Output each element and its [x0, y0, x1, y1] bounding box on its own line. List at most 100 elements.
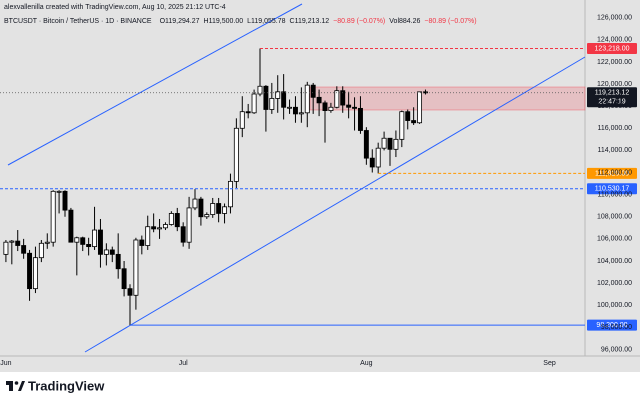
footer-background: [0, 372, 640, 405]
candle-body: [222, 206, 228, 214]
candle-body: [417, 91, 423, 124]
candle-body: [210, 203, 216, 215]
range-box: [309, 86, 586, 111]
candle-body: [393, 138, 399, 150]
y-tick-label: 120,000.00: [597, 81, 632, 88]
candles: [3, 48, 428, 326]
chart-background: [0, 0, 640, 372]
price-label-box: [587, 183, 637, 195]
candle-body: [121, 268, 127, 290]
candle-body: [127, 288, 133, 296]
candle-body: [304, 84, 310, 114]
candle-body: [180, 226, 186, 243]
candle-body: [192, 198, 198, 209]
y-tick-label: 114,000.00: [597, 147, 632, 154]
price-label: 98,200.00: [596, 322, 627, 329]
candle-body: [352, 106, 358, 109]
candle-body: [328, 106, 334, 111]
candle-body: [405, 111, 411, 121]
candle-body: [38, 242, 44, 259]
candle-body: [292, 106, 298, 115]
candle-body: [86, 244, 92, 248]
candle-body: [68, 209, 74, 243]
legend-item: −80.89 (−0.07%): [424, 18, 476, 25]
candle-body: [204, 214, 210, 218]
candle-body: [56, 190, 62, 193]
candle-body: [227, 180, 233, 208]
y-tick-label: 100,000.00: [597, 302, 632, 309]
candle-body: [269, 98, 275, 110]
candle-body: [375, 147, 381, 168]
y-tick-label: 122,000.00: [597, 59, 632, 66]
candle-body: [198, 198, 204, 218]
y-tick-label: 104,000.00: [597, 258, 632, 265]
y-tick-label: 112,000.00: [597, 169, 632, 176]
candle-body: [157, 227, 163, 230]
candle-body: [369, 157, 375, 168]
legend-item: L119,055.78: [247, 18, 286, 25]
price-label-box: [587, 319, 637, 331]
candle-body: [15, 240, 21, 246]
x-tick-label: Jun: [0, 360, 11, 367]
logo-shape: [9, 381, 13, 391]
candle-body: [363, 130, 369, 159]
price-label-box: [587, 167, 637, 179]
candle-body: [174, 213, 180, 228]
candle-body: [216, 203, 222, 214]
candle-body: [92, 229, 98, 248]
symbol-text: BTCUSDT · Bitcoin / TetherUS · 1D · BINA…: [4, 18, 152, 25]
candle-body: [115, 253, 121, 270]
candle-body: [310, 84, 316, 98]
candle-body: [316, 96, 322, 104]
candle-body: [27, 252, 33, 290]
candle-body: [109, 249, 115, 255]
candle-body: [251, 93, 257, 114]
candle-body: [133, 239, 139, 296]
y-tick-label: 118,000.00: [597, 103, 632, 110]
candle-body: [263, 85, 269, 110]
x-tick-label: Aug: [360, 360, 373, 367]
brand-text: TradingView: [28, 378, 105, 393]
x-tick-label: Jul: [179, 360, 188, 367]
candle-body: [381, 137, 387, 149]
logo-shape: [14, 381, 19, 385]
y-tick-label: 124,000.00: [597, 37, 632, 44]
candle-body: [97, 229, 103, 255]
candle-body: [168, 213, 174, 225]
candle-body: [44, 241, 50, 244]
y-tick-label: 96,000.00: [601, 346, 632, 353]
legend-item: −80.89 (−0.07%): [333, 18, 385, 25]
y-tick-label: 116,000.00: [597, 125, 632, 132]
brand-logo: TradingView: [6, 378, 105, 393]
candle-body: [275, 91, 281, 99]
candle-body: [340, 90, 346, 106]
candle-body: [162, 224, 168, 229]
candle-body: [3, 241, 9, 255]
candle-body: [139, 239, 145, 246]
channel-upper-line: [7, 3, 303, 166]
legend-item: O119,294.27: [160, 18, 200, 25]
candle-body: [334, 90, 340, 108]
y-tick-label: 108,000.00: [597, 214, 632, 221]
candle-body: [399, 111, 405, 140]
candle-body: [80, 237, 86, 245]
candle-body: [257, 85, 263, 95]
channel-lower-line: [84, 56, 586, 353]
price-label: 123,218.00: [594, 45, 629, 52]
y-tick-label: 110,000.00: [597, 191, 632, 198]
legend-item: Vol884.26: [389, 18, 420, 25]
candle-body: [62, 190, 68, 211]
candle-body: [103, 249, 109, 255]
candle-body: [239, 111, 245, 129]
candle-body: [21, 245, 27, 254]
candle-body: [281, 91, 287, 108]
candle-body: [50, 190, 56, 243]
candle-body: [151, 226, 157, 230]
y-tick-label: 106,000.00: [597, 236, 632, 243]
price-label: 110,530.17: [595, 186, 630, 193]
candle-body: [233, 127, 239, 182]
y-tick-label: 102,000.00: [597, 280, 632, 287]
candle-body: [245, 111, 251, 114]
candle-body: [322, 102, 328, 111]
